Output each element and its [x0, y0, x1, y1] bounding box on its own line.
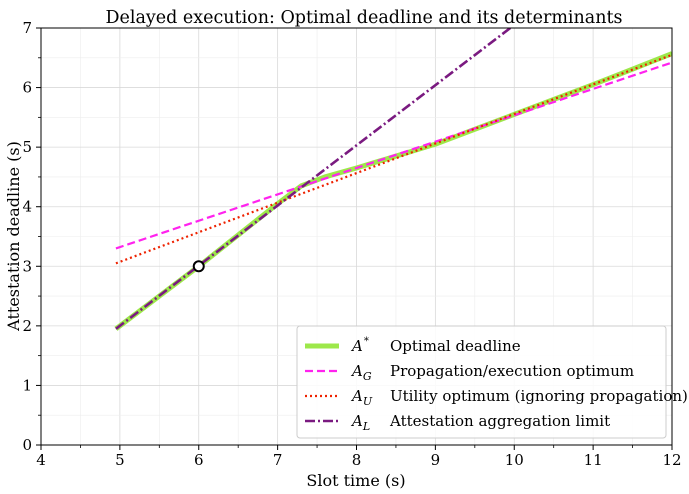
- y-tick-label: 6: [22, 79, 32, 97]
- y-tick-label: 0: [22, 436, 32, 454]
- x-tick-label: 4: [36, 451, 46, 469]
- x-tick-label: 10: [505, 451, 524, 469]
- y-tick-label: 7: [22, 19, 32, 37]
- y-tick-label: 1: [22, 376, 32, 394]
- series-line-au: [115, 53, 672, 265]
- x-tick-label: 6: [194, 451, 204, 469]
- x-tick-label: 9: [431, 451, 441, 469]
- series-line-ag: [115, 61, 672, 250]
- highlight-marker: [192, 260, 205, 273]
- y-tick-label: 4: [22, 198, 32, 216]
- x-tick-label: 8: [352, 451, 362, 469]
- series-line-a: [114, 51, 672, 331]
- legend-label: Utility optimum (ignoring propagation): [390, 387, 688, 405]
- y-tick-label: 2: [22, 317, 32, 335]
- x-tick-label: 7: [273, 451, 283, 469]
- x-tick-label: 11: [584, 451, 603, 469]
- legend-label: Attestation aggregation limit: [389, 412, 610, 430]
- chart-title: Delayed execution: Optimal deadline and …: [105, 8, 622, 28]
- y-axis-label: Attestation deadline (s): [4, 141, 23, 332]
- legend-box: [296, 325, 667, 439]
- y-tick-label: 5: [22, 138, 32, 156]
- x-tick-label: 5: [115, 451, 125, 469]
- y-tick-label: 3: [22, 257, 32, 275]
- series-lines: [114, 28, 672, 331]
- x-axis-label: Slot time (s): [306, 471, 405, 490]
- x-tick-label: 12: [662, 451, 681, 469]
- legend-label: Optimal deadline: [390, 337, 521, 355]
- series-line-al: [115, 28, 512, 330]
- legend-label: Propagation/execution optimum: [390, 362, 634, 380]
